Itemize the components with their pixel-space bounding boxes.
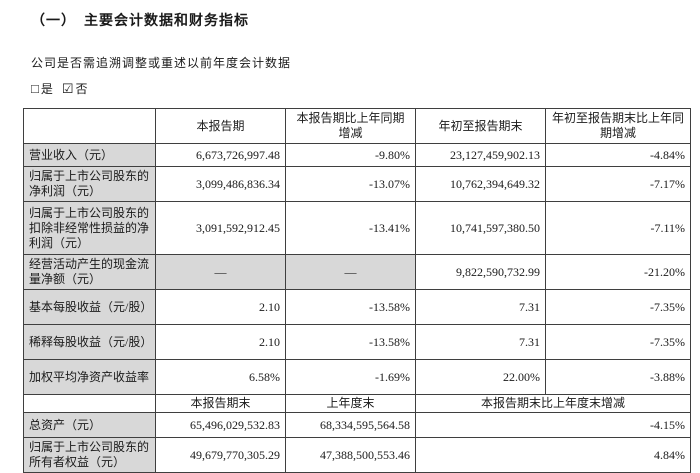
cell-value: 47,388,500,553.46 xyxy=(285,437,416,473)
cell-value: -4.15% xyxy=(415,412,691,438)
cell-value: -7.35% xyxy=(545,289,691,325)
cell-value: 3,099,486,836.34 xyxy=(155,166,286,202)
cell-value: 65,496,029,532.83 xyxy=(155,412,286,438)
cell-value: — xyxy=(285,254,416,290)
table-row-weighted-avg-roe: 加权平均净资产收益率 6.58% -1.69% 22.00% -3.88% xyxy=(23,359,691,395)
restatement-answer-row: □ 是 ☑ 否 xyxy=(31,80,690,97)
header-ytd: 年初至报告期末 xyxy=(415,108,546,144)
key-financials-table: 本报告期 本报告期比上年同期增减 年初至报告期末 年初至报告期末比上年同期增减 … xyxy=(23,108,691,473)
cell-value: 22.00% xyxy=(415,359,546,395)
option-no-label: 否 xyxy=(75,82,89,96)
header-blank xyxy=(23,394,156,413)
row-label: 总资产（元） xyxy=(23,412,156,438)
cell-value: 9,822,590,732.99 xyxy=(415,254,546,290)
cell-value: 6,673,726,997.48 xyxy=(155,143,286,167)
table-row-equity-attributable: 归属于上市公司股东的所有者权益（元） 49,679,770,305.29 47,… xyxy=(23,437,691,473)
cell-value: 3,091,592,912.45 xyxy=(155,201,286,255)
row-label: 归属于上市公司股东的扣除非经常性损益的净利润（元） xyxy=(23,201,156,255)
table-row-total-assets: 总资产（元） 65,496,029,532.83 68,334,595,564.… xyxy=(23,412,691,438)
header-period-end-change: 本报告期末比上年度末增减 xyxy=(415,394,691,413)
cell-value: 49,679,770,305.29 xyxy=(155,437,286,473)
header-period-yoy-change: 本报告期比上年同期增减 xyxy=(285,108,416,144)
row-label: 营业收入（元） xyxy=(23,143,156,167)
cell-value: 10,762,394,649.32 xyxy=(415,166,546,202)
cell-value: 7.31 xyxy=(415,289,546,325)
checkbox-unchecked-icon: □ xyxy=(31,80,40,96)
header-current-period: 本报告期 xyxy=(155,108,286,144)
cell-value: 10,741,597,380.50 xyxy=(415,201,546,255)
cell-value: -3.88% xyxy=(545,359,691,395)
header-end-of-prior-year: 上年度末 xyxy=(285,394,416,413)
cell-value: 2.10 xyxy=(155,289,286,325)
table-header-row-period-end: 本报告期末 上年度末 本报告期末比上年度末增减 xyxy=(23,394,691,413)
table-header-row-period: 本报告期 本报告期比上年同期增减 年初至报告期末 年初至报告期末比上年同期增减 xyxy=(23,108,691,144)
cell-value: -13.41% xyxy=(285,201,416,255)
header-blank xyxy=(23,108,156,144)
cell-value: -13.07% xyxy=(285,166,416,202)
table-row-basic-eps: 基本每股收益（元/股） 2.10 -13.58% 7.31 -7.35% xyxy=(23,289,691,325)
cell-value: 68,334,595,564.58 xyxy=(285,412,416,438)
cell-value: 4.84% xyxy=(415,437,691,473)
cell-value: 7.31 xyxy=(415,324,546,360)
cell-value: -13.58% xyxy=(285,289,416,325)
cell-value: -7.11% xyxy=(545,201,691,255)
row-label: 稀释每股收益（元/股） xyxy=(23,324,156,360)
row-label: 加权平均净资产收益率 xyxy=(23,359,156,395)
cell-value: -21.20% xyxy=(545,254,691,290)
table-row-net-profit: 归属于上市公司股东的净利润（元） 3,099,486,836.34 -13.07… xyxy=(23,166,691,202)
cell-value: 23,127,459,902.13 xyxy=(415,143,546,167)
header-end-of-period: 本报告期末 xyxy=(155,394,286,413)
row-label: 基本每股收益（元/股） xyxy=(23,289,156,325)
cell-value: -4.84% xyxy=(545,143,691,167)
table-row-net-profit-excl-nonrecurring: 归属于上市公司股东的扣除非经常性损益的净利润（元） 3,091,592,912.… xyxy=(23,201,691,255)
restatement-question: 公司是否需追溯调整或重述以前年度会计数据 xyxy=(31,56,292,70)
section-title: （一） 主要会计数据和财务指标 xyxy=(31,14,249,29)
cell-value: -13.58% xyxy=(285,324,416,360)
table-row-diluted-eps: 稀释每股收益（元/股） 2.10 -13.58% 7.31 -7.35% xyxy=(23,324,691,360)
row-label: 归属于上市公司股东的净利润（元） xyxy=(23,166,156,202)
cell-value: -9.80% xyxy=(285,143,416,167)
row-label: 经营活动产生的现金流量净额（元） xyxy=(23,254,156,290)
option-yes-label: 是 xyxy=(40,82,54,96)
checkbox-checked-icon: ☑ xyxy=(61,80,75,96)
row-label: 归属于上市公司股东的所有者权益（元） xyxy=(23,437,156,473)
cell-value: -7.17% xyxy=(545,166,691,202)
table-row-revenue: 营业收入（元） 6,673,726,997.48 -9.80% 23,127,4… xyxy=(23,143,691,167)
cell-value: 2.10 xyxy=(155,324,286,360)
cell-value: 6.58% xyxy=(155,359,286,395)
cell-value: -1.69% xyxy=(285,359,416,395)
cell-value: -7.35% xyxy=(545,324,691,360)
option-no: ☑ 否 xyxy=(62,80,89,97)
cell-value: — xyxy=(155,254,286,290)
option-yes: □ 是 xyxy=(31,80,54,97)
header-ytd-yoy-change: 年初至报告期末比上年同期增减 xyxy=(545,108,691,144)
table-row-operating-cash-flow: 经营活动产生的现金流量净额（元） — — 9,822,590,732.99 -2… xyxy=(23,254,691,290)
